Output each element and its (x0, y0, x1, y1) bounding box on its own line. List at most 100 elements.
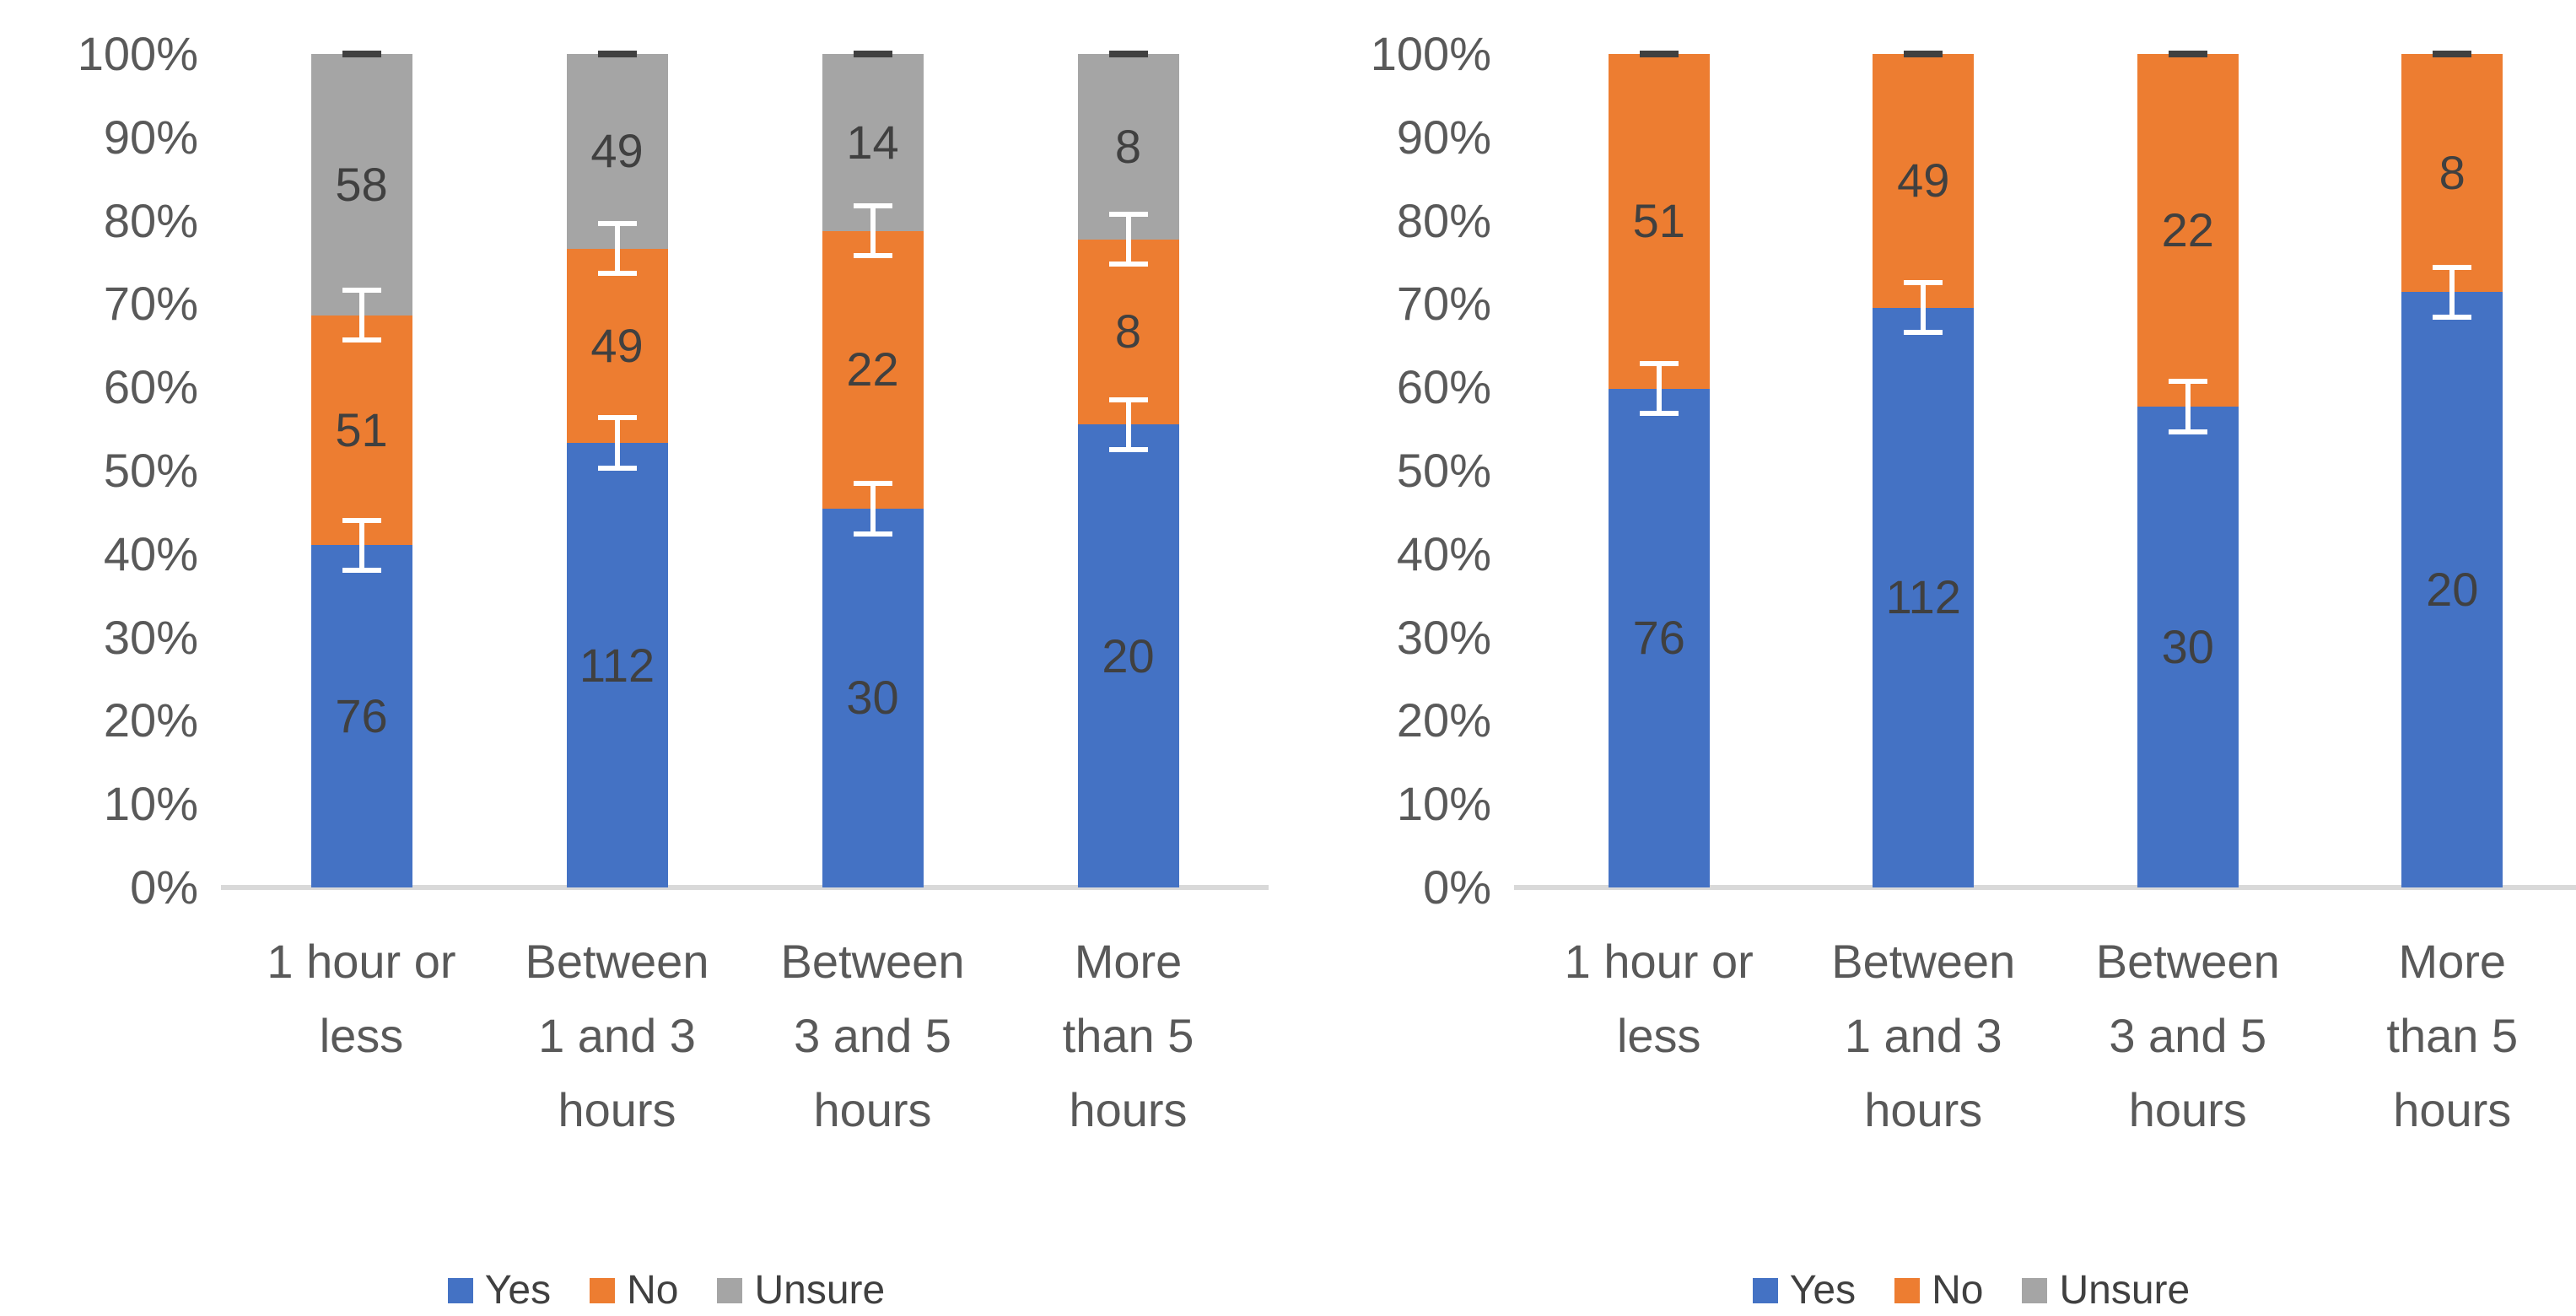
stacked-bar: 20 8 8 (1077, 54, 1179, 887)
category-label: Between 3 and 5 hours (745, 925, 1000, 1147)
error-bar (1639, 361, 1679, 417)
stacked-bar: 76 51 (1608, 54, 1710, 887)
category-label: More than 5 hours (2320, 925, 2576, 1147)
y-axis-tick-label: 70% (103, 277, 198, 331)
y-axis-tick-label: 60% (103, 360, 198, 414)
y-axis-tick-label: 100% (1370, 27, 1491, 80)
data-label: 8 (1114, 305, 1142, 359)
error-bar-stem (870, 481, 876, 537)
category-label-line: Between (780, 935, 965, 988)
category-label: 1 hour or less (234, 925, 489, 1073)
bar-segment-unsure (822, 54, 924, 231)
y-axis-tick-label: 10% (103, 777, 198, 831)
error-bar-bottom-cap (342, 337, 381, 343)
error-bar-stem (870, 202, 876, 259)
category-label: Between 1 and 3 hours (1792, 925, 2056, 1147)
bar-segment-no (566, 248, 668, 444)
legend-label: Yes (484, 1268, 552, 1313)
category-label: More than 5 hours (1000, 925, 1256, 1147)
error-bar-bottom-cap (853, 531, 892, 537)
y-axis-tick-label: 20% (1396, 693, 1491, 747)
y-axis-tick-label: 0% (1423, 860, 1491, 914)
legend-item-yes: Yes (447, 1268, 552, 1313)
bar-segment-unsure (310, 54, 412, 316)
data-label: 49 (590, 318, 644, 372)
stacked-bar: 112 49 49 (566, 54, 668, 887)
category-label-line: than 5 (1062, 1009, 1194, 1062)
legend-item-no: No (590, 1270, 678, 1311)
error-bar-stem (614, 415, 620, 471)
right-stacked-bar-chart: 0% 10% 20% 30% 40% 50% 60% 70% 80% 90% 100% 76 51 112… (1333, 13, 2576, 1316)
stacked-bar: 112 49 (1873, 54, 1975, 887)
error-bar-stem (614, 220, 620, 277)
error-bar-bottom-cap (597, 465, 637, 471)
left-stacked-bar-chart: 0% 10% 20% 30% 40% 50% 60% 70% 80% 90% 100% 76 51 58 1… (34, 13, 1299, 1316)
data-label: 30 (2161, 620, 2214, 673)
category-label-line: More (1074, 935, 1183, 988)
legend-item-no: No (1894, 1270, 1983, 1311)
category-label-line: 1 hour or (267, 935, 456, 988)
data-label: 49 (590, 124, 644, 178)
data-label: 22 (846, 342, 899, 396)
category-label-line: Between (1831, 935, 2016, 988)
category-label-line: Between (525, 935, 709, 988)
x-axis-baseline (221, 885, 1269, 890)
x-axis-baseline (1514, 885, 2576, 890)
error-bar-bottom-cap (853, 253, 892, 259)
error-bar-stem (1125, 396, 1131, 452)
error-bar-bottom-cap (1904, 330, 1943, 336)
legend-swatch-unsure (717, 1278, 743, 1303)
left-plot-area: 0% 10% 20% 30% 40% 50% 60% 70% 80% 90% 100% 76 51 58 1… (78, 30, 1269, 911)
y-axis-tick-label: 80% (103, 193, 198, 247)
legend-swatch-no (590, 1278, 616, 1303)
data-label: 49 (1897, 154, 1950, 208)
error-bar-cap-100pct (853, 51, 892, 57)
legend-label: No (627, 1268, 679, 1313)
error-bar (1108, 211, 1148, 267)
legend-label: Unsure (754, 1268, 886, 1313)
category-label-line: less (1616, 1009, 1701, 1062)
y-axis-tick-label: 40% (103, 526, 198, 580)
y-axis-tick-label: 30% (1396, 610, 1491, 664)
error-bar-cap-100pct (342, 51, 381, 57)
error-bar (853, 202, 892, 259)
error-bar-stem (1921, 280, 1927, 336)
legend-item-yes: Yes (1752, 1268, 1857, 1313)
error-bar-bottom-cap (1639, 411, 1679, 417)
category-label: Between 1 and 3 hours (489, 925, 745, 1147)
error-bar-bottom-cap (2168, 429, 2207, 434)
error-bar-cap-100pct (1639, 51, 1679, 57)
bar-segment-no (310, 315, 412, 546)
category-label-line: less (319, 1009, 404, 1062)
error-bar (1108, 396, 1148, 452)
stacked-bar: 20 8 (2401, 54, 2503, 887)
data-label: 51 (335, 402, 388, 456)
data-label: 8 (2439, 146, 2466, 200)
right-plot-area: 0% 10% 20% 30% 40% 50% 60% 70% 80% 90% 100% 76 51 112… (1371, 30, 2576, 911)
y-axis-tick-label: 60% (1396, 360, 1491, 414)
legend-label: Unsure (2059, 1268, 2191, 1313)
bar-segment-yes (1873, 307, 1975, 887)
category-label-line: hours (1864, 1083, 1983, 1136)
error-bar-cap-100pct (597, 51, 637, 57)
data-label: 51 (1632, 194, 1685, 248)
data-label: 14 (846, 115, 899, 169)
error-bar (342, 517, 381, 573)
bar-segment-no (1873, 54, 1975, 308)
error-bar (597, 220, 637, 277)
error-bar-stem (1125, 211, 1131, 267)
legend-swatch-yes (447, 1278, 473, 1303)
bar-segment-no (1608, 54, 1710, 389)
error-bar (597, 415, 637, 471)
category-label-line: hours (2393, 1083, 2512, 1136)
y-axis-tick-label: 50% (1396, 444, 1491, 497)
legend-label: Yes (1789, 1268, 1857, 1313)
bar-segment-unsure (1077, 54, 1179, 240)
error-bar-bottom-cap (342, 567, 381, 573)
data-label: 112 (1885, 570, 1961, 624)
bar-segment-yes (566, 443, 668, 887)
left-legend: Yes No Unsure (34, 1270, 1299, 1311)
y-axis-tick-label: 20% (103, 693, 198, 747)
y-axis-tick-label: 90% (103, 110, 198, 164)
error-bar-bottom-cap (2433, 314, 2472, 320)
